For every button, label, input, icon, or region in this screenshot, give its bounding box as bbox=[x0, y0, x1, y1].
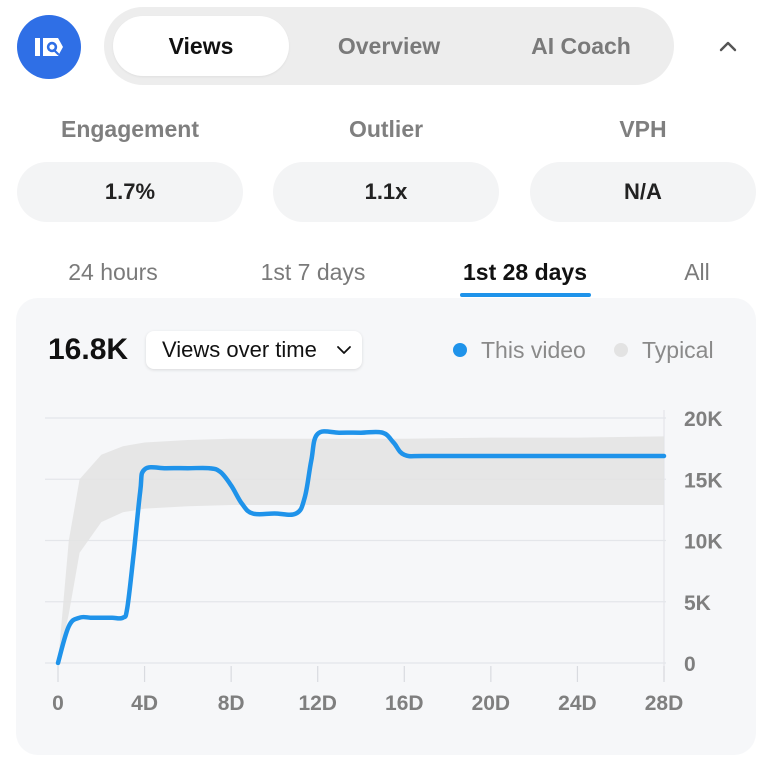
x-tick-label: 8D bbox=[218, 692, 245, 715]
chart-metric-dropdown-label: Views over time bbox=[162, 337, 317, 362]
legend-this-video[interactable]: This video bbox=[453, 335, 586, 365]
y-tick-label: 20K bbox=[684, 408, 723, 431]
chevron-up-icon bbox=[719, 41, 737, 52]
x-tick-label: 16D bbox=[385, 692, 424, 715]
x-tick-label: 0 bbox=[52, 692, 64, 715]
period-tab-first-7-days[interactable]: 1st 7 days bbox=[260, 258, 366, 285]
outlier-value: 1.1x bbox=[273, 162, 499, 222]
y-tick-label: 15K bbox=[684, 469, 723, 492]
chart-card bbox=[16, 298, 756, 755]
outlier-label: Outlier bbox=[348, 116, 424, 142]
typical-range-band bbox=[58, 436, 664, 663]
vph-label: VPH bbox=[619, 116, 667, 142]
engagement-label: Engagement bbox=[60, 116, 200, 142]
tab-views[interactable]: Views bbox=[113, 16, 289, 76]
legend-dot-typical bbox=[614, 343, 628, 357]
active-period-underline bbox=[460, 293, 591, 297]
x-tick-label: 24D bbox=[558, 692, 597, 715]
this-video-line bbox=[55, 429, 667, 666]
legend-label-typical: Typical bbox=[642, 336, 714, 363]
tab-ai-coach[interactable]: AI Coach bbox=[531, 32, 631, 59]
period-tab-24-hours[interactable]: 24 hours bbox=[68, 258, 158, 285]
vidiq-logo-icon bbox=[35, 38, 63, 56]
legend-typical[interactable]: Typical bbox=[614, 335, 714, 365]
x-tick-label: 28D bbox=[645, 692, 684, 715]
x-tick-label: 4D bbox=[131, 692, 158, 715]
collapse-button[interactable] bbox=[710, 30, 746, 62]
x-tick-label: 20D bbox=[472, 692, 511, 715]
period-tab-first-28-days[interactable]: 1st 28 days bbox=[462, 258, 588, 285]
total-views: 16.8K bbox=[48, 333, 129, 366]
period-tab-all[interactable]: All bbox=[684, 258, 710, 285]
chevron-down-icon bbox=[337, 346, 351, 354]
y-tick-label: 5K bbox=[684, 592, 711, 615]
tab-overview[interactable]: Overview bbox=[337, 32, 441, 59]
legend-label-this-video: This video bbox=[481, 336, 586, 363]
y-tick-label: 0 bbox=[684, 653, 696, 676]
vph-value: N/A bbox=[530, 162, 756, 222]
x-tick-label: 12D bbox=[298, 692, 337, 715]
main-tab-bar: Views Overview AI Coach bbox=[104, 7, 674, 85]
legend-dot-this-video bbox=[453, 343, 467, 357]
y-tick-label: 10K bbox=[684, 531, 723, 554]
chart-metric-dropdown[interactable]: Views over time bbox=[146, 331, 362, 369]
engagement-value: 1.7% bbox=[17, 162, 243, 222]
vidiq-logo[interactable] bbox=[17, 15, 81, 79]
